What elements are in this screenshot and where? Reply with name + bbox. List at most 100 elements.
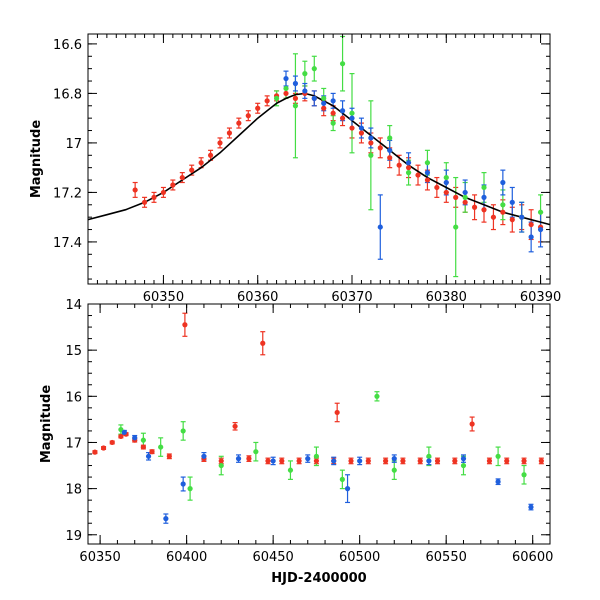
- data-point-green: [500, 202, 506, 208]
- data-point-red: [92, 449, 98, 455]
- data-point-red: [151, 194, 157, 200]
- data-point-green: [537, 209, 544, 215]
- data-point-blue: [145, 453, 152, 459]
- data-point-red: [339, 115, 346, 121]
- data-point-red: [434, 184, 440, 191]
- x-tick-label: 60500: [339, 550, 380, 565]
- y-tick-label: 16: [65, 390, 82, 405]
- data-point-green: [495, 453, 501, 459]
- data-point-red: [265, 458, 271, 464]
- data-point-red: [538, 458, 544, 464]
- data-point-red: [396, 162, 402, 168]
- data-point-red: [443, 189, 449, 196]
- y-tick-label: 17: [65, 137, 82, 152]
- data-point-red: [296, 458, 302, 464]
- data-point-red: [149, 449, 155, 455]
- x-tick-label: 60390: [520, 290, 561, 305]
- data-point-green: [426, 453, 432, 459]
- data-point-blue: [519, 214, 525, 220]
- data-point-blue: [391, 456, 397, 462]
- data-point-green: [118, 426, 124, 433]
- data-point-red: [490, 214, 497, 220]
- data-point-blue: [368, 135, 374, 141]
- top-data-points: [132, 61, 544, 240]
- data-point-green: [330, 120, 336, 126]
- data-point-blue: [283, 75, 289, 82]
- data-point-blue: [321, 100, 327, 106]
- data-point-green: [521, 472, 527, 478]
- data-point-blue: [460, 456, 467, 462]
- data-point-blue: [443, 179, 449, 186]
- y-tick-label: 14: [65, 298, 82, 313]
- data-point-red: [279, 458, 285, 464]
- data-point-green: [292, 103, 299, 109]
- bottom-error-bars: [92, 312, 544, 524]
- data-point-green: [453, 224, 459, 230]
- top-y-tick-labels: 16.6 16.8 17 17.2 17.4: [53, 38, 82, 251]
- data-point-blue: [344, 486, 351, 492]
- data-point-blue: [495, 479, 501, 485]
- data-point-green: [374, 393, 380, 399]
- data-point-green: [321, 95, 327, 101]
- data-point-blue: [358, 125, 365, 131]
- data-point-red: [260, 340, 266, 346]
- y-tick-label: 18: [65, 483, 82, 498]
- data-point-blue: [462, 189, 468, 196]
- data-point-red: [417, 458, 423, 464]
- y-tick-label: 15: [65, 344, 82, 359]
- data-point-red: [358, 130, 365, 136]
- top-x-tick-labels: 60350 60360 60370 60380 60390: [143, 290, 562, 305]
- data-point-red: [424, 177, 431, 183]
- y-tick-label: 19: [65, 529, 82, 544]
- top-axis-ticks: [87, 34, 551, 284]
- data-point-blue: [357, 458, 363, 464]
- x-tick-label: 60350: [143, 290, 184, 305]
- x-tick-label: 60370: [331, 290, 372, 305]
- data-point-blue: [330, 98, 336, 104]
- bottom-data-points: [92, 322, 544, 522]
- data-point-red: [217, 140, 223, 146]
- data-point-red: [377, 145, 383, 151]
- data-point-green: [387, 135, 393, 141]
- data-point-red: [469, 421, 475, 427]
- top-model-curve: [87, 92, 551, 226]
- data-point-blue: [387, 147, 393, 153]
- data-point-red: [387, 155, 393, 161]
- y-tick-label: 16.8: [53, 87, 82, 102]
- data-point-green: [481, 184, 487, 191]
- data-point-green: [313, 453, 320, 459]
- data-point-green: [460, 462, 467, 469]
- data-point-red: [170, 182, 176, 188]
- data-point-red: [207, 152, 214, 158]
- data-point-blue: [405, 160, 412, 166]
- data-point-red: [486, 458, 493, 464]
- model-curve-line: [87, 92, 551, 226]
- data-point-red: [198, 160, 204, 166]
- data-point-red: [189, 167, 195, 173]
- data-point-red: [500, 209, 506, 215]
- data-point-green: [180, 428, 186, 434]
- bottom-y-axis-title: Magnitude: [39, 385, 54, 464]
- data-point-blue: [426, 458, 432, 464]
- data-point-red: [405, 165, 412, 171]
- x-axis-title: HJD-2400000: [271, 571, 366, 586]
- x-tick-label: 60400: [166, 550, 207, 565]
- data-point-red: [462, 199, 468, 205]
- data-point-blue: [201, 453, 207, 459]
- data-point-red: [415, 172, 421, 178]
- data-point-red: [255, 105, 261, 111]
- top-panel: 60350 60360 60370 60380 60390 16.6 16.8 17 17.2…: [29, 33, 562, 305]
- data-point-red: [100, 445, 107, 451]
- data-point-red: [118, 433, 124, 440]
- bottom-plot-frame: [87, 303, 551, 545]
- data-point-red: [481, 207, 487, 213]
- bottom-y-tick-labels: 14 15 16 17 18 19: [65, 298, 82, 544]
- data-point-green: [187, 486, 193, 492]
- data-point-green: [443, 174, 449, 181]
- data-point-green: [273, 95, 280, 101]
- data-point-red: [453, 194, 459, 200]
- data-point-red: [283, 90, 289, 97]
- top-plot-frame: [87, 33, 551, 285]
- data-point-red: [365, 458, 371, 464]
